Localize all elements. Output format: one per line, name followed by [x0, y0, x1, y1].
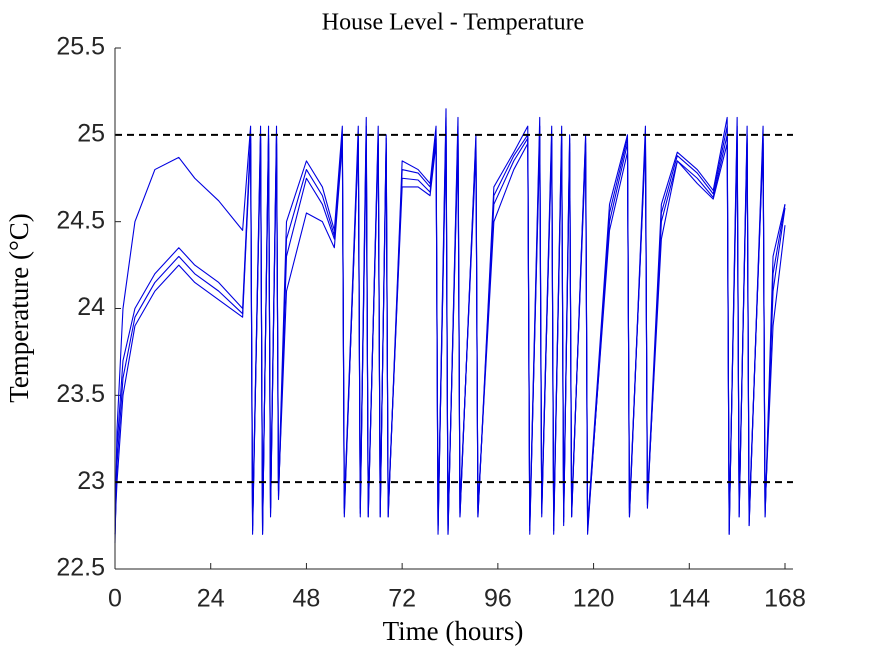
x-axis-label: Time (hours)	[383, 616, 524, 646]
plot-area: 22.5 23 23.5 24 24.5 25 25.5 0 24 48 72 96 120 144 168	[56, 33, 806, 613]
x-tick-label: 48	[293, 585, 321, 613]
x-tick-label: 96	[484, 585, 512, 613]
y-tick-label: 25.5	[56, 33, 105, 61]
y-tick-label: 24	[77, 293, 105, 321]
y-tick-label: 22.5	[56, 554, 105, 582]
x-tick-label: 168	[764, 585, 806, 613]
y-axis-label: Temperature (°C)	[4, 213, 34, 403]
chart-title: House Level - Temperature	[322, 10, 584, 36]
y-tick-label: 24.5	[56, 206, 105, 234]
y-tick-label: 25	[77, 119, 105, 147]
y-tick-label: 23.5	[56, 380, 105, 408]
x-tick-label: 144	[668, 585, 710, 613]
x-tick-label: 24	[197, 585, 225, 613]
series-line	[114, 134, 786, 527]
x-tick-label: 0	[108, 585, 122, 613]
x-tick-label: 120	[573, 585, 615, 613]
y-tick-label: 23	[77, 467, 105, 495]
x-tick-label: 72	[388, 585, 416, 613]
